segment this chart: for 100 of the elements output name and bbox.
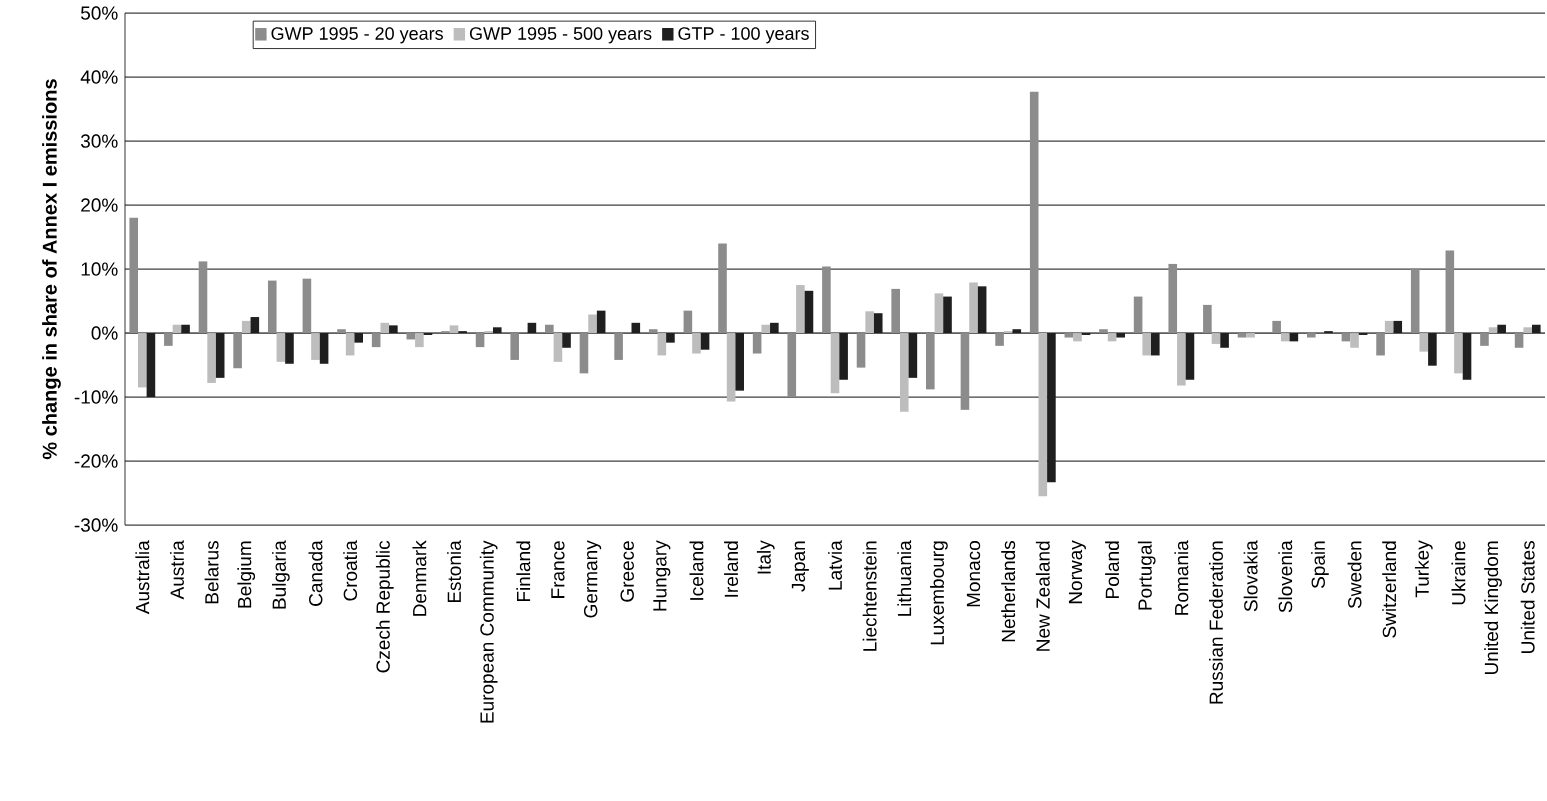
bar — [1419, 333, 1429, 352]
bar — [969, 282, 978, 334]
x-tick-label: Slovakia — [1243, 540, 1258, 612]
y-tick-label: -20% — [74, 454, 118, 468]
bar — [796, 285, 805, 334]
bar — [562, 333, 571, 348]
y-tick-label: 0% — [91, 326, 118, 340]
bar — [337, 329, 346, 334]
x-tick-label: Spain — [1311, 541, 1329, 589]
bar — [1462, 333, 1472, 380]
bar — [934, 293, 944, 334]
bar — [1428, 333, 1437, 366]
x-tick-label: Ireland — [724, 541, 739, 597]
x-tick-label: Romania — [1174, 540, 1189, 615]
bar — [1531, 324, 1541, 334]
bar — [683, 310, 693, 334]
bar — [943, 296, 952, 334]
bar — [311, 333, 320, 360]
x-tick-label: Norway — [1068, 540, 1086, 604]
bar — [146, 333, 156, 398]
bar — [181, 324, 190, 334]
bar — [406, 333, 416, 340]
bar — [389, 325, 398, 334]
x-tick-label: Russian Federation — [1209, 541, 1223, 704]
y-tick-label: 30% — [80, 134, 118, 148]
bar — [1376, 333, 1385, 356]
bar — [648, 329, 658, 334]
bar — [579, 333, 589, 374]
bar — [345, 333, 355, 356]
bar — [1029, 91, 1039, 334]
bar — [1012, 329, 1022, 334]
bar — [977, 286, 987, 334]
bar — [770, 322, 779, 334]
x-tick-label: United Kingdom — [1484, 541, 1502, 675]
x-tick-label: United States — [1520, 541, 1535, 653]
bar — [1488, 327, 1498, 334]
bar — [415, 333, 424, 348]
bar — [960, 333, 970, 410]
legend-label: GWP 1995 - 500 years — [469, 27, 652, 44]
bar — [250, 317, 260, 334]
x-tick-label: Italy — [756, 540, 775, 574]
x-tick-label: Poland — [1105, 541, 1120, 598]
bar — [138, 333, 147, 388]
bar — [873, 313, 883, 334]
bar — [1454, 333, 1463, 374]
bar — [380, 322, 390, 334]
bar — [700, 333, 710, 350]
bar — [527, 322, 537, 334]
x-tick-label: Monaco — [966, 541, 981, 607]
x-tick-label: Austria — [169, 540, 184, 600]
bar — [856, 333, 866, 368]
bar — [1185, 333, 1195, 380]
x-tick-label: Liechtenstein — [862, 541, 877, 651]
legend-label: GTP - 100 years — [678, 27, 809, 44]
x-tick-label: European Community — [479, 540, 498, 723]
x-tick-label: Australia — [135, 540, 150, 615]
bar — [553, 333, 563, 362]
legend-label: GWP 1995 - 20 years — [271, 27, 443, 44]
bar — [510, 333, 519, 360]
bar — [1384, 320, 1394, 334]
x-tick-label: Sweden — [1347, 541, 1362, 609]
x-tick-label: Belgium — [237, 541, 256, 608]
bar — [822, 266, 831, 334]
bar — [1480, 333, 1489, 346]
x-tick-label: Ukraine — [1451, 541, 1466, 605]
bar — [1246, 333, 1255, 338]
bar — [735, 333, 745, 391]
x-tick-label: Iceland — [689, 541, 704, 600]
bar — [1142, 333, 1152, 356]
bar — [1038, 333, 1048, 497]
x-tick-label: Turkey — [1414, 540, 1433, 598]
bar — [588, 314, 597, 334]
bar — [319, 333, 329, 364]
bar — [276, 333, 286, 362]
bar — [449, 325, 459, 334]
y-tick-label: 20% — [81, 198, 118, 212]
x-tick-label: Canada — [308, 540, 323, 606]
bar — [804, 290, 814, 334]
bar — [865, 311, 874, 334]
bar — [1220, 333, 1229, 348]
x-tick-label: Czech Republic — [375, 540, 394, 673]
bar — [752, 333, 762, 354]
bar — [1203, 304, 1212, 334]
bar — [1047, 333, 1056, 483]
x-tick-label: Greece — [620, 541, 634, 602]
bar — [1497, 324, 1506, 334]
bar — [1133, 296, 1143, 334]
x-tick-label: Croatia — [343, 540, 358, 601]
x-tick-label: Finland — [516, 541, 531, 602]
bar — [1237, 333, 1247, 338]
bar — [215, 333, 225, 378]
bar — [354, 333, 364, 343]
x-tick-label: Germany — [583, 540, 602, 618]
bar — [371, 333, 381, 348]
bar — [726, 333, 736, 402]
bar — [233, 333, 242, 369]
bar — [302, 278, 312, 334]
bar — [1280, 333, 1290, 342]
x-tick-label: Estonia — [447, 540, 462, 603]
x-tick-label: Luxembourg — [930, 541, 948, 645]
